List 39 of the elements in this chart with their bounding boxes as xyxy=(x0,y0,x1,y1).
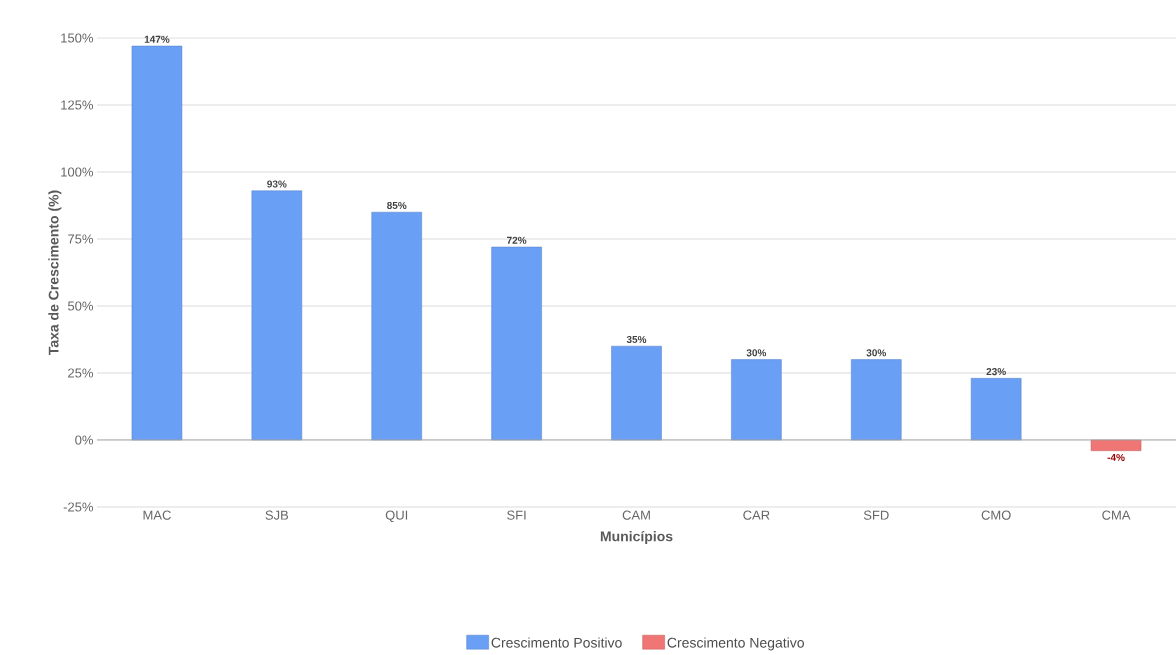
x-tick-label: CMO xyxy=(981,510,1011,520)
y-tick-label: -25% xyxy=(63,502,94,512)
data-label: 85% xyxy=(387,201,407,209)
bar xyxy=(611,345,662,441)
data-label: 23% xyxy=(986,368,1006,376)
bar xyxy=(731,359,782,441)
y-tick-label: 150% xyxy=(61,33,94,43)
data-label: 30% xyxy=(746,349,767,357)
legend-label: Crescimento Negativo xyxy=(667,637,804,651)
x-axis-title: Municípios xyxy=(600,530,673,545)
x-tick-label: SFI xyxy=(507,510,526,520)
x-tick-label: SJB xyxy=(265,510,289,520)
legend-label: Crescimento Positivo xyxy=(491,637,622,648)
x-tick-label: CAM xyxy=(622,510,650,520)
x-tick-label: MAC xyxy=(143,510,171,520)
data-label: 72% xyxy=(507,236,527,244)
bar xyxy=(131,45,183,441)
x-tick-label: QUI xyxy=(385,510,408,523)
y-axis-title: Taxa de Crescimento (%) xyxy=(48,190,62,356)
bar xyxy=(251,190,303,441)
x-tick-label: CMA xyxy=(1102,510,1131,520)
y-tick-label: 125% xyxy=(61,100,94,110)
x-tick-label: CAR xyxy=(743,510,770,520)
bar xyxy=(1090,439,1142,451)
y-tick-label: 75% xyxy=(68,234,94,244)
data-label: -4% xyxy=(1107,453,1125,461)
y-tick-label: 0% xyxy=(75,435,94,445)
bar xyxy=(371,211,422,441)
bar xyxy=(970,378,1022,441)
data-label: 93% xyxy=(267,180,287,188)
bar xyxy=(851,359,902,441)
y-tick-label: 25% xyxy=(68,368,94,378)
x-tick-label: SFD xyxy=(863,510,889,520)
y-tick-label: 50% xyxy=(67,301,94,311)
data-label: 147% xyxy=(144,35,170,43)
bar xyxy=(491,246,542,441)
data-label: 30% xyxy=(866,349,887,357)
data-label: 35% xyxy=(626,335,647,343)
y-tick-label: 100% xyxy=(61,167,94,177)
